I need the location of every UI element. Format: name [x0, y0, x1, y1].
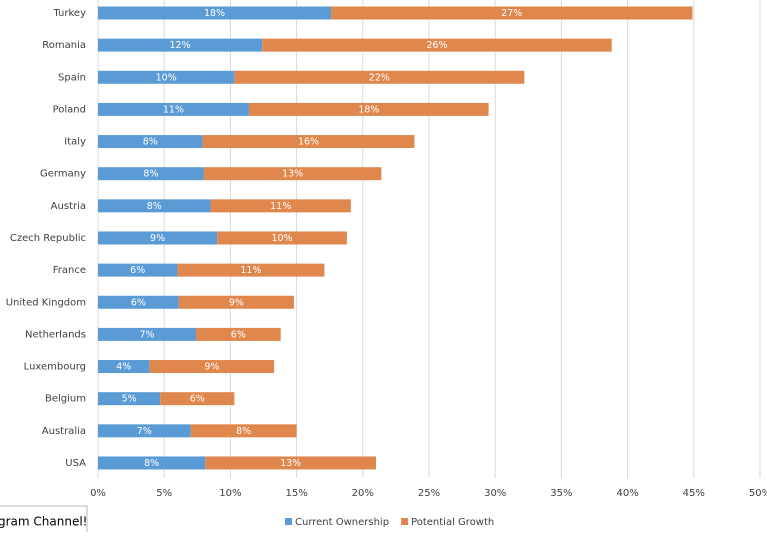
- data-label: 26%: [426, 40, 447, 51]
- data-label: 8%: [147, 201, 162, 212]
- bar-segment: [178, 295, 294, 309]
- y-tick-label: Turkey: [52, 8, 86, 19]
- y-tick-label: Spain: [58, 72, 86, 83]
- bar-segment: [98, 231, 218, 245]
- data-label: 8%: [236, 426, 251, 437]
- data-label: 12%: [170, 40, 191, 51]
- data-label: 6%: [130, 265, 145, 276]
- bar-segment: [98, 263, 178, 277]
- x-tick-label: 30%: [484, 488, 506, 499]
- legend-label: Current Ownership: [295, 517, 389, 528]
- bar-segment: [98, 392, 161, 406]
- data-label: 11%: [163, 104, 184, 115]
- x-tick-label: 10%: [219, 488, 241, 499]
- bar-segment: [98, 295, 179, 309]
- data-label: 10%: [271, 233, 292, 244]
- y-tick-label: Netherlands: [25, 329, 86, 340]
- x-tick-label: 0%: [90, 488, 106, 499]
- bar-segment: [98, 424, 191, 438]
- y-tick-label: Belgium: [45, 394, 86, 405]
- data-label: 11%: [240, 265, 261, 276]
- x-tick-label: 15%: [285, 488, 307, 499]
- data-label: 10%: [156, 72, 177, 83]
- bar-segment: [98, 38, 263, 52]
- bar-segment: [177, 263, 325, 277]
- bar-segment: [98, 70, 235, 84]
- data-label: 6%: [131, 297, 146, 308]
- bar-segment: [202, 135, 415, 149]
- y-tick-label: Romania: [42, 40, 86, 51]
- bar-segment: [98, 199, 211, 213]
- y-tick-label: USA: [65, 458, 86, 469]
- annotation: gram Channel!: [0, 515, 87, 529]
- bar-segment: [98, 327, 196, 341]
- bar-segment: [205, 456, 377, 470]
- x-tick-label: 40%: [616, 488, 638, 499]
- data-label: 7%: [139, 329, 154, 340]
- y-tick-label: France: [53, 265, 86, 276]
- y-tick-label: Germany: [40, 169, 86, 180]
- bar-segment: [98, 360, 150, 374]
- data-label: 4%: [116, 362, 131, 373]
- data-label: 18%: [358, 104, 379, 115]
- data-label: 16%: [298, 137, 319, 148]
- x-tick-label: 20%: [352, 488, 374, 499]
- bar-segment: [234, 70, 525, 84]
- y-tick-label: United Kingdom: [6, 297, 86, 308]
- bar-segment: [149, 360, 275, 374]
- data-label: 8%: [143, 169, 158, 180]
- bar-segment: [98, 102, 249, 116]
- bar-segment: [203, 167, 382, 181]
- data-label: 18%: [204, 8, 225, 19]
- y-tick-label: Austria: [51, 201, 86, 212]
- data-label: 22%: [369, 72, 390, 83]
- y-tick-label: Australia: [42, 426, 86, 437]
- bar-segment: [331, 6, 693, 20]
- data-label: 6%: [190, 394, 205, 405]
- y-tick-label: Czech Republic: [10, 233, 86, 244]
- bar-segment: [248, 102, 489, 116]
- bar-segment: [98, 6, 332, 20]
- bar-segment: [210, 199, 351, 213]
- data-label: 13%: [280, 458, 301, 469]
- x-tick-label: 35%: [550, 488, 572, 499]
- data-label: 5%: [122, 394, 137, 405]
- data-label: 8%: [143, 137, 158, 148]
- bar-segment: [190, 424, 297, 438]
- data-label: 9%: [229, 297, 244, 308]
- x-tick-label: 50%: [749, 488, 767, 499]
- y-tick-label: Italy: [64, 137, 86, 148]
- y-tick-label: Luxembourg: [24, 362, 86, 373]
- data-label: 6%: [231, 329, 246, 340]
- data-label: 27%: [501, 8, 522, 19]
- bar-segment: [160, 392, 235, 406]
- data-label: 7%: [137, 426, 152, 437]
- data-label: 13%: [282, 169, 303, 180]
- y-tick-label: Poland: [53, 104, 86, 115]
- bar-segment: [98, 167, 204, 181]
- bar-segment: [262, 38, 612, 52]
- legend-swatch: [401, 518, 409, 525]
- bar-segment: [217, 231, 347, 245]
- x-tick-label: 5%: [156, 488, 172, 499]
- bar-segment: [98, 135, 203, 149]
- data-label: 9%: [150, 233, 165, 244]
- data-label: 8%: [144, 458, 159, 469]
- bar-segment: [195, 327, 281, 341]
- data-label: 11%: [270, 201, 291, 212]
- bar-segment: [98, 456, 206, 470]
- data-label: 9%: [204, 362, 219, 373]
- x-tick-label: 25%: [418, 488, 440, 499]
- x-tick-label: 45%: [683, 488, 705, 499]
- legend-label: Potential Growth: [411, 517, 494, 528]
- legend-swatch: [285, 518, 292, 525]
